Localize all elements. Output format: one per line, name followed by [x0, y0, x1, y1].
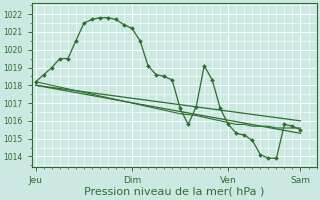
X-axis label: Pression niveau de la mer( hPa ): Pression niveau de la mer( hPa ) [84, 187, 264, 197]
